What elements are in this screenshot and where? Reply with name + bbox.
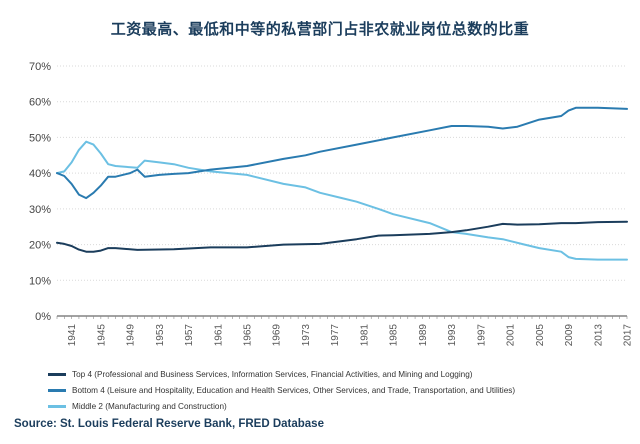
y-tick-label: 40% — [29, 168, 51, 180]
x-tick-label: 1949 — [126, 324, 137, 347]
x-tick-label: 1989 — [418, 324, 429, 347]
x-tick-label: 2017 — [623, 324, 634, 347]
x-tick-label: 1957 — [184, 324, 195, 347]
y-tick-label: 30% — [29, 204, 51, 216]
y-tick-labels: 0% 10% 20% 30% 40% 50% 60% 70% — [29, 61, 51, 323]
legend-item-middle2: Middle 2 (Manufacturing and Construction… — [48, 398, 638, 414]
y-tick-label: 10% — [29, 275, 51, 287]
x-tick-label: 1993 — [447, 324, 458, 347]
legend: Top 4 (Professional and Business Service… — [48, 366, 638, 414]
series-lines — [56, 106, 628, 261]
chart-title: 工资最高、最低和中等的私营部门占非农就业岗位总数的比重 — [110, 20, 530, 38]
y-tick-label: 0% — [35, 311, 51, 323]
y-tick-label: 50% — [29, 132, 51, 144]
legend-swatch-middle2 — [48, 404, 66, 408]
x-tick-label: 1941 — [67, 324, 78, 347]
series-line-top4 — [56, 220, 628, 253]
legend-label-middle2: Middle 2 (Manufacturing and Construction… — [72, 401, 227, 411]
series-line-middle2 — [56, 140, 628, 261]
axes — [56, 315, 628, 319]
x-tick-label: 1997 — [476, 324, 487, 347]
x-tick-label: 1969 — [272, 324, 283, 347]
series-line-bottom4 — [56, 106, 628, 200]
x-tick-label: 1973 — [301, 324, 312, 347]
x-tick-labels: 1941 1945 1949 1953 1957 1961 1965 1969 1973 1977… — [67, 324, 633, 347]
x-tick-label: 1965 — [243, 324, 254, 347]
x-tick-label: 2005 — [535, 324, 546, 347]
x-tick-label: 2013 — [593, 324, 604, 347]
legend-label-bottom4: Bottom 4 (Leisure and Hospitality, Educa… — [72, 385, 516, 395]
x-tick-label: 1961 — [213, 324, 224, 347]
gridlines — [57, 65, 627, 281]
x-tick-label: 1953 — [155, 324, 166, 347]
legend-item-bottom4: Bottom 4 (Leisure and Hospitality, Educa… — [48, 382, 638, 398]
y-tick-label: 20% — [29, 240, 51, 252]
source-note: Source: St. Louis Federal Reserve Bank, … — [14, 418, 324, 430]
x-tick-label: 1945 — [96, 324, 107, 347]
x-tick-label: 1977 — [330, 324, 341, 347]
y-tick-label: 70% — [29, 61, 51, 73]
x-tick-label: 2001 — [506, 324, 517, 347]
x-tick-label: 1981 — [359, 324, 370, 347]
y-tick-label: 60% — [29, 97, 51, 109]
legend-label-top4: Top 4 (Professional and Business Service… — [72, 369, 473, 379]
legend-swatch-bottom4 — [48, 388, 66, 392]
legend-item-top4: Top 4 (Professional and Business Service… — [48, 366, 638, 382]
x-tick-label: 2009 — [564, 324, 575, 347]
x-tick-label: 1985 — [389, 324, 400, 347]
legend-swatch-top4 — [48, 372, 66, 376]
